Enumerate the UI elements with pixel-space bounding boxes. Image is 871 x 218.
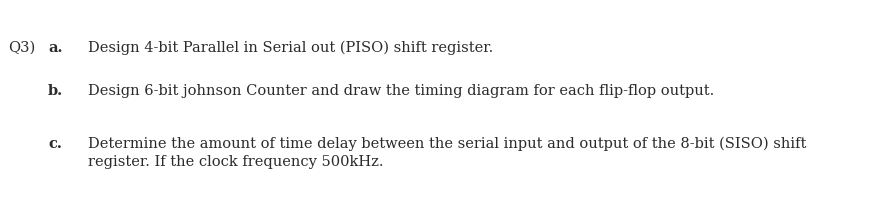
Text: Q3): Q3) [8, 41, 35, 55]
Text: Determine the amount of time delay between the serial input and output of the 8-: Determine the amount of time delay betwe… [88, 137, 807, 151]
Text: Design 6-bit johnson Counter and draw the timing diagram for each flip-flop outp: Design 6-bit johnson Counter and draw th… [88, 84, 714, 98]
Text: b.: b. [48, 84, 63, 98]
Text: a.: a. [48, 41, 63, 55]
Text: register. If the clock frequency 500kHz.: register. If the clock frequency 500kHz. [88, 155, 383, 169]
Text: c.: c. [48, 137, 62, 151]
Text: Design 4-bit Parallel in Serial out (PISO) shift register.: Design 4-bit Parallel in Serial out (PIS… [88, 41, 493, 55]
